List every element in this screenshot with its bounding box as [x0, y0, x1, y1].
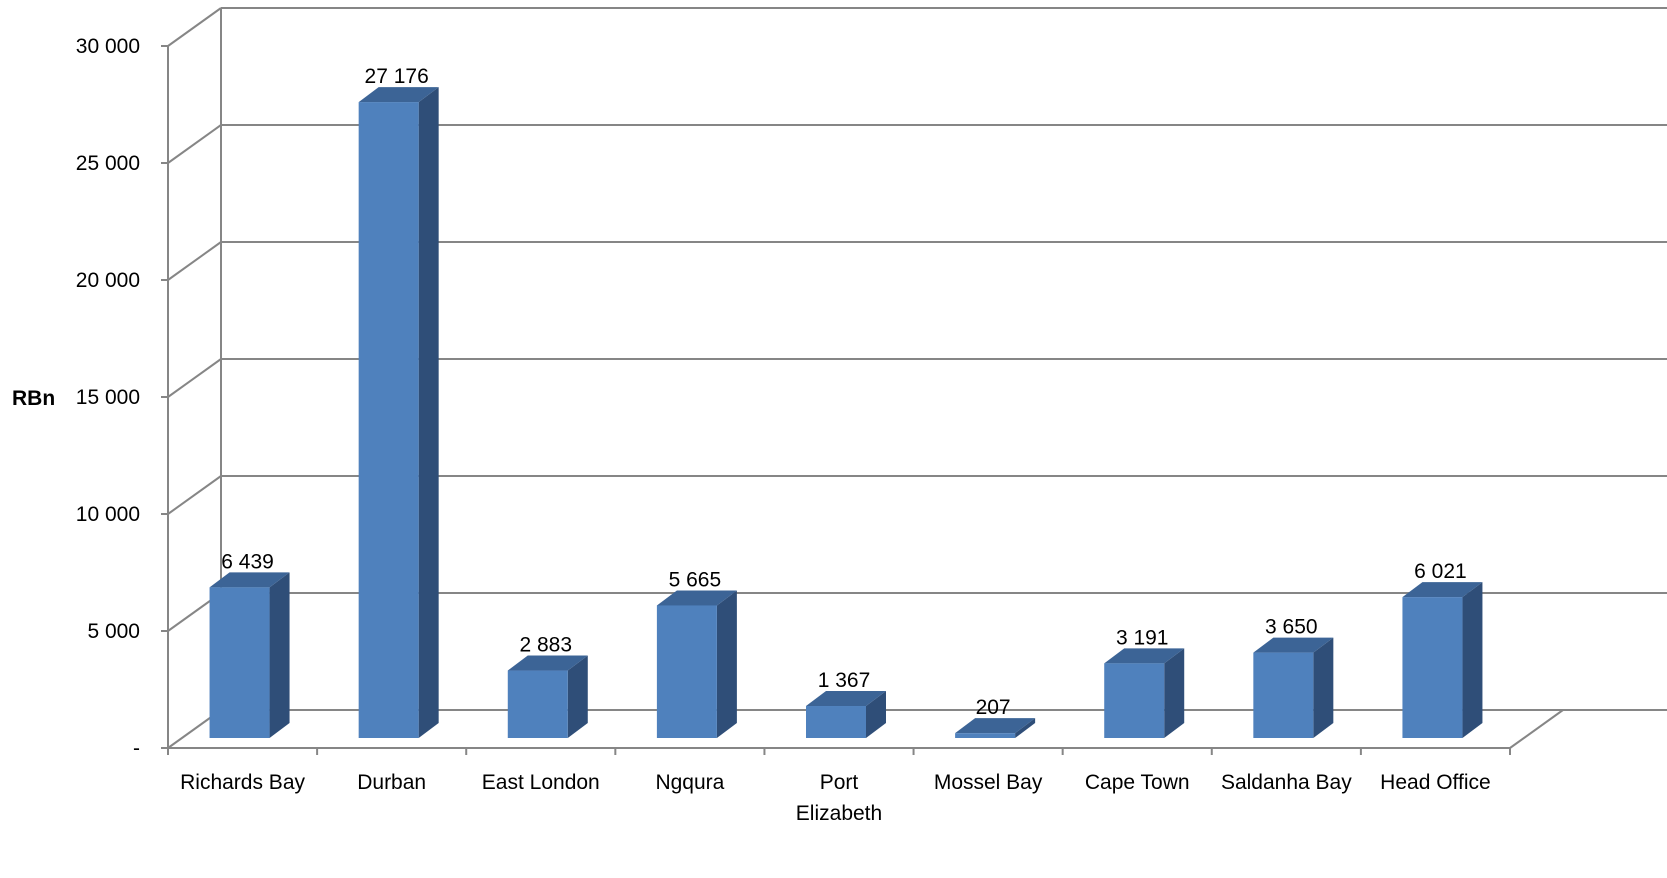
x-tick-label: Ngqura	[655, 771, 724, 794]
data-label: 207	[976, 696, 1011, 719]
gridline-side	[167, 475, 222, 515]
x-tick-label: Richards Bay	[180, 771, 305, 794]
bar-top	[209, 572, 290, 588]
bar-side	[1164, 648, 1185, 738]
y-tick-label: -	[133, 737, 140, 760]
bar	[955, 733, 1016, 738]
bar	[507, 670, 568, 738]
y-axis-title: RBn	[12, 387, 55, 410]
data-label: 5 665	[669, 568, 722, 591]
bar-top	[1253, 637, 1334, 653]
gridline-side	[167, 7, 222, 47]
data-label: 3 650	[1265, 616, 1318, 639]
x-tick-label: Saldanha Bay	[1221, 771, 1352, 794]
data-label: 27 176	[365, 65, 429, 88]
bar-side	[1015, 718, 1036, 738]
y-tick-label: 25 000	[76, 152, 140, 175]
bar	[358, 102, 419, 738]
bar-top	[955, 718, 1036, 734]
labels: RBn - 5 000 10 000 15 000 20 000 25 000 30 000…	[12, 35, 1491, 825]
bar	[656, 605, 717, 738]
bar	[1402, 597, 1463, 738]
gridline-side	[167, 124, 222, 164]
data-label: 6 439	[221, 550, 274, 573]
bar-top	[806, 691, 886, 707]
bar-side	[866, 691, 886, 738]
data-label: 3 191	[1116, 626, 1169, 649]
bar-top	[507, 655, 588, 671]
x-tick-label: Mossel Bay	[934, 771, 1043, 794]
axes	[161, 8, 1564, 755]
x-tick-label: Durban	[357, 771, 426, 794]
bar	[1104, 663, 1165, 738]
floor-right-edge	[1509, 709, 1564, 749]
bar-side	[1462, 582, 1483, 738]
bar	[806, 706, 866, 738]
bar	[209, 587, 270, 738]
data-label: 2 883	[519, 634, 572, 657]
bar-side	[418, 87, 439, 738]
bar-side	[269, 572, 290, 738]
bar-side	[567, 655, 588, 738]
bar-side	[1313, 637, 1334, 738]
bar-top	[1104, 648, 1185, 664]
x-tick-label: East London	[482, 771, 600, 794]
bar-side	[716, 590, 737, 738]
y-tick-label: 20 000	[76, 269, 140, 292]
y-tick-label: 15 000	[76, 386, 140, 409]
y-tick-label: 30 000	[76, 35, 140, 58]
data-label: 6 021	[1414, 560, 1467, 583]
x-tick-label: Port Elizabeth	[796, 771, 882, 825]
bar-top	[1402, 582, 1483, 598]
bar-top	[358, 87, 439, 103]
gridlines	[167, 7, 1667, 749]
x-tick-label: Cape Town	[1085, 771, 1190, 794]
bar-top	[656, 590, 737, 606]
y-tick-label: 10 000	[76, 503, 140, 526]
gridline-side	[167, 241, 222, 281]
bar	[1253, 652, 1314, 738]
bars	[209, 87, 1483, 738]
data-label: 1 367	[818, 669, 871, 692]
y-tick-label: 5 000	[87, 620, 140, 643]
x-tick-label: Head Office	[1380, 771, 1491, 794]
gridline-side	[167, 358, 222, 398]
